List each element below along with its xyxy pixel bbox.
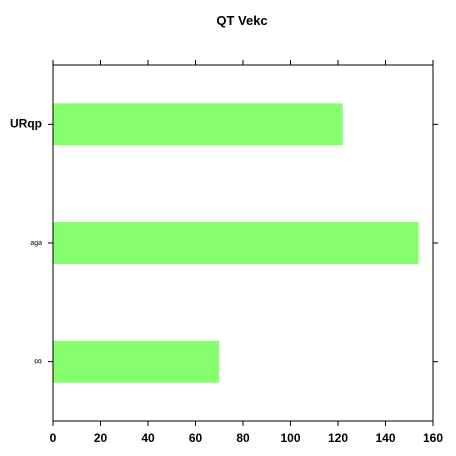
x-tick-label: 160 (423, 431, 443, 445)
bar-0 (53, 103, 343, 146)
x-axis: 0 20 40 60 80 100 120 140 160 (50, 60, 443, 445)
category-label: ∞ (34, 356, 42, 368)
x-tick-label: 80 (236, 431, 250, 445)
bar-1 (53, 222, 419, 264)
x-tick-label: 20 (94, 431, 108, 445)
bars-group (53, 103, 419, 383)
x-tick-label: 140 (375, 431, 395, 445)
bar-2 (53, 340, 220, 383)
x-tick-label: 100 (280, 431, 300, 445)
x-tick-label: 0 (50, 431, 57, 445)
x-tick-label: 60 (189, 431, 203, 445)
category-label: URqp (10, 117, 42, 131)
x-tick-label: 40 (141, 431, 155, 445)
chart-title: QT Vekc (216, 13, 267, 28)
x-tick-label: 120 (328, 431, 348, 445)
y-axis: URqp aga ∞ (10, 117, 438, 368)
category-label: aga (30, 240, 42, 247)
